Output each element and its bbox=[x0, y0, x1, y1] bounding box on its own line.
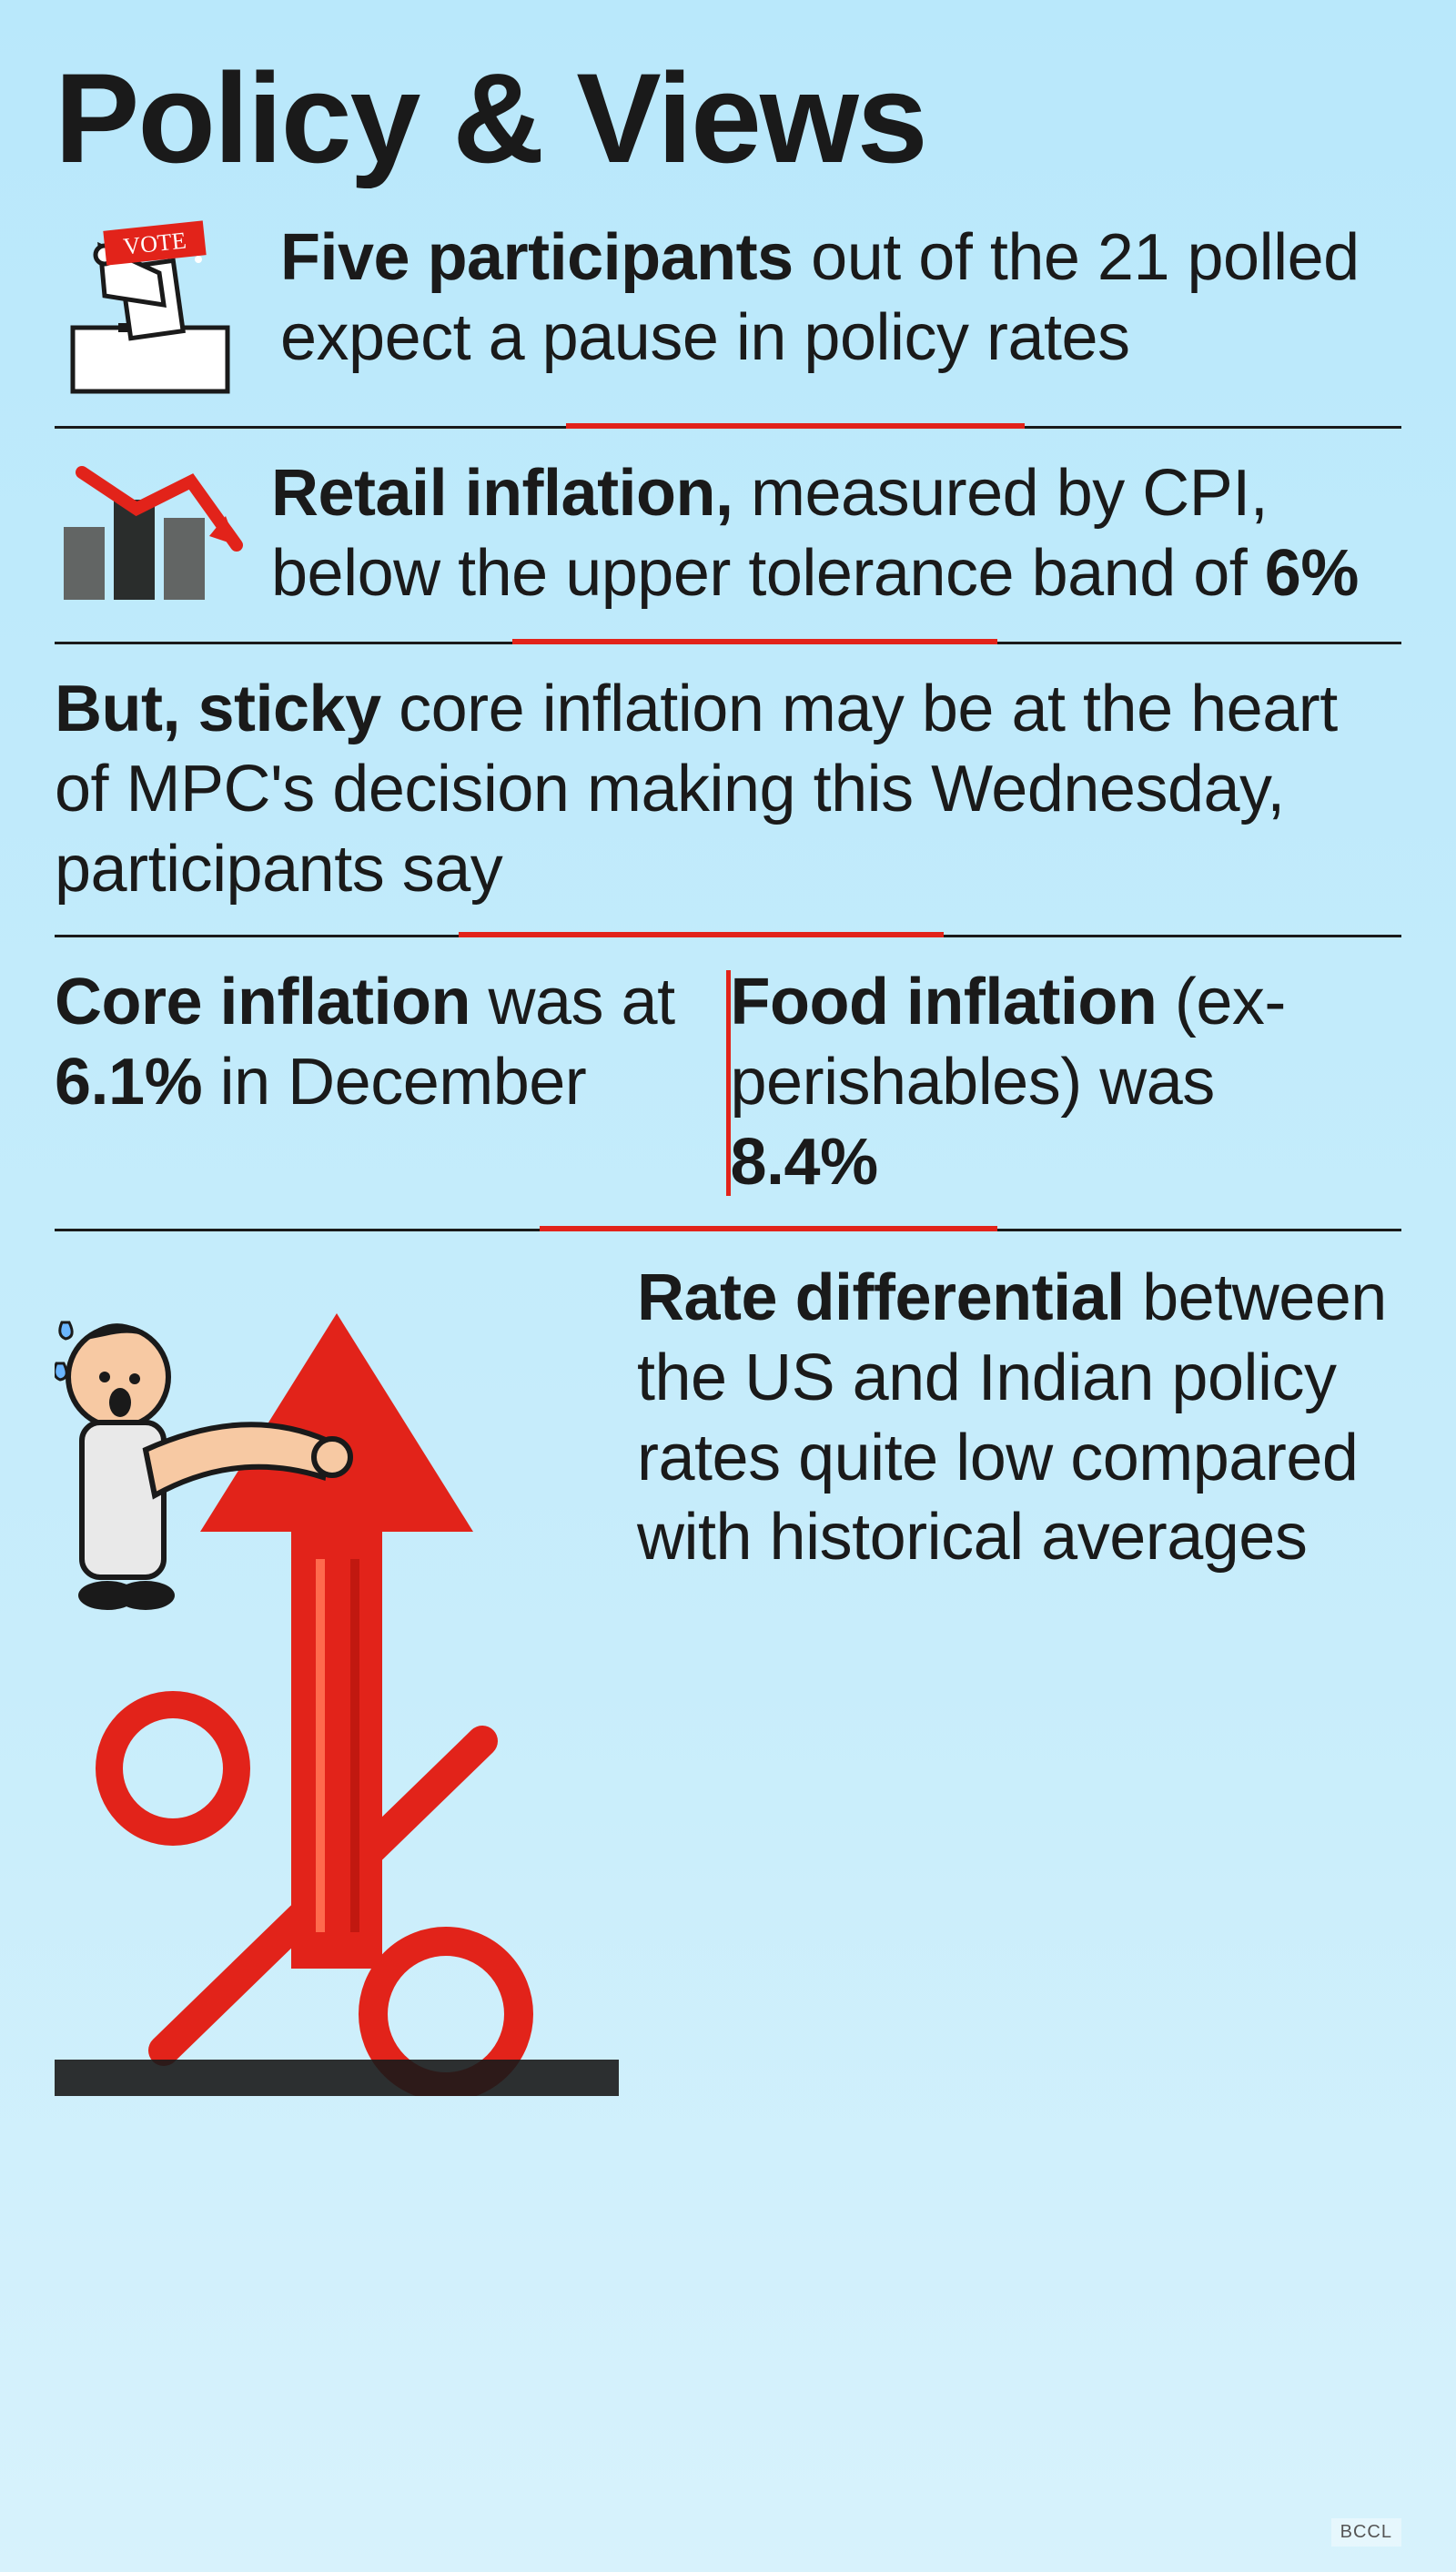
accent-underline bbox=[512, 639, 997, 644]
vote-icon: VOTE bbox=[55, 218, 255, 400]
point-4-two-col: Core inflation was at 6.1% in December F… bbox=[55, 963, 1401, 1230]
accent-underline bbox=[566, 423, 1024, 429]
bold-tail: 6% bbox=[1265, 537, 1359, 610]
bold-lead: Core inflation bbox=[55, 966, 470, 1038]
image-credit: BCCL bbox=[1331, 2518, 1401, 2547]
point-1: VOTE Five participants out of the 21 pol… bbox=[55, 218, 1401, 429]
accent-underline bbox=[459, 932, 944, 937]
text-rest-a: was at bbox=[470, 966, 675, 1038]
point-5: Rate differential between the US and Ind… bbox=[55, 1259, 1401, 2096]
bold-lead: Rate differential bbox=[637, 1261, 1125, 1334]
point-1-text: Five participants out of the 21 polled e… bbox=[280, 218, 1401, 379]
value: 6.1% bbox=[55, 1046, 202, 1119]
bold-lead: But, sticky bbox=[55, 673, 381, 745]
inflation-icon bbox=[55, 454, 246, 609]
two-column-row: Core inflation was at 6.1% in December F… bbox=[55, 963, 1401, 1202]
accent-underline bbox=[540, 1226, 997, 1231]
point-3: But, sticky core inflation may be at the… bbox=[55, 670, 1401, 937]
value: 8.4% bbox=[731, 1126, 878, 1199]
bold-lead: Retail inflation, bbox=[271, 457, 733, 530]
rate-arrow-illustration bbox=[55, 1259, 619, 2096]
point-5-text: Rate differential between the US and Ind… bbox=[637, 1259, 1401, 1578]
text-rest-b: in December bbox=[202, 1046, 586, 1119]
point-3-text: But, sticky core inflation may be at the… bbox=[55, 670, 1401, 909]
col-left: Core inflation was at 6.1% in December bbox=[55, 963, 726, 1202]
page-title: Policy & Views bbox=[55, 55, 1401, 182]
point-2: Retail inflation, measured by CPI, below… bbox=[55, 454, 1401, 644]
point-2-text: Retail inflation, measured by CPI, below… bbox=[55, 454, 1401, 614]
bold-lead: Five participants bbox=[280, 221, 794, 294]
infographic-card: Policy & Views VOTE Five participants ou… bbox=[0, 0, 1456, 2572]
col-right: Food inflation (ex-perishables) was 8.4% bbox=[731, 963, 1402, 1202]
bold-lead: Food inflation bbox=[731, 966, 1158, 1038]
